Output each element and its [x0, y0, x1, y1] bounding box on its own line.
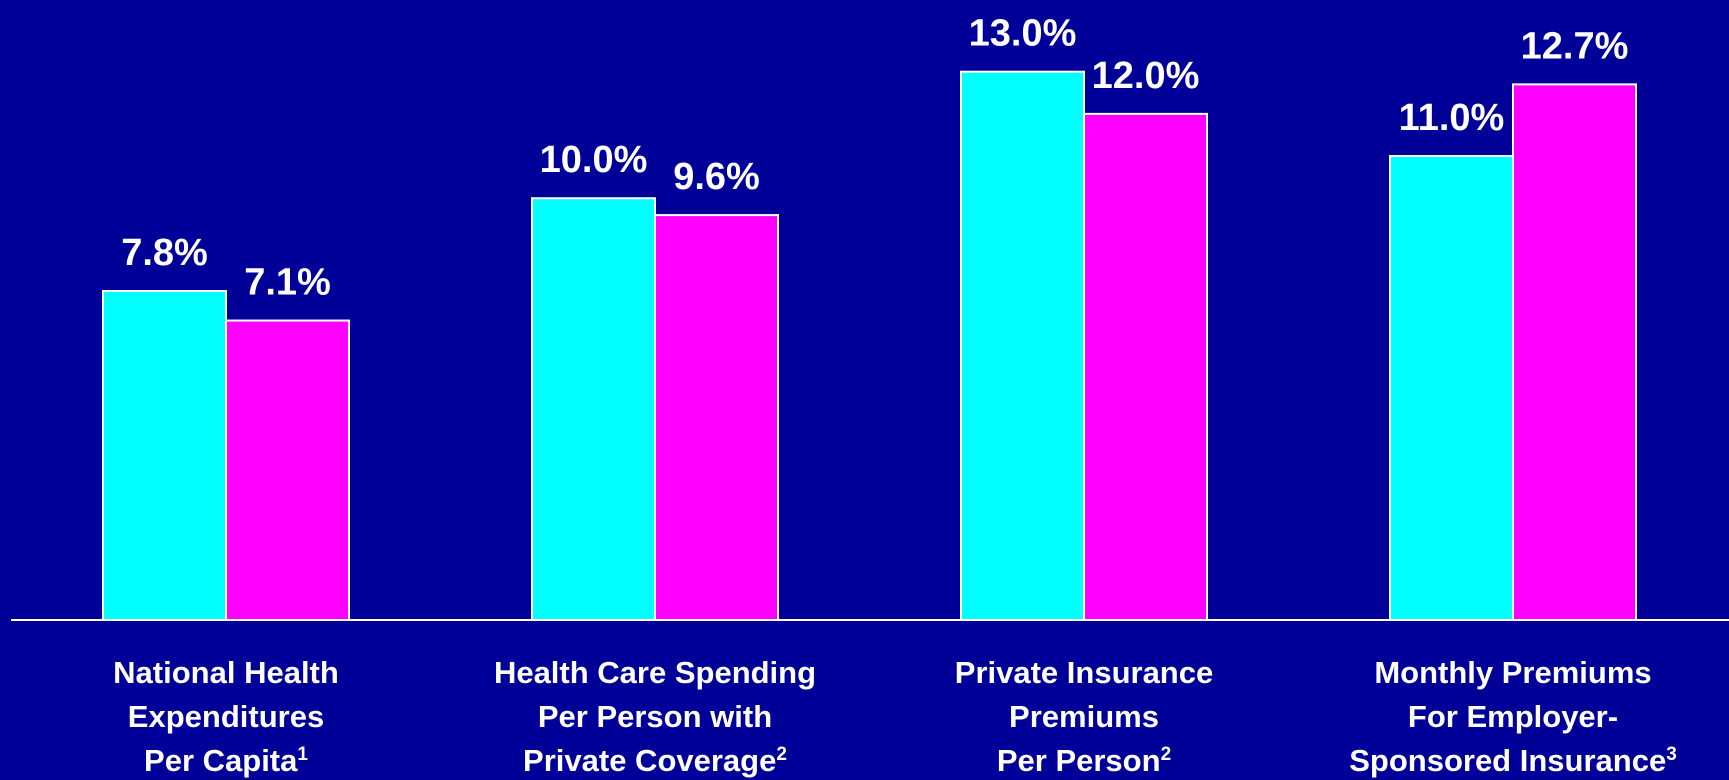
label-line: Expenditures	[128, 699, 324, 734]
x-tick-label: Private Insurance Premiums Per Person2	[955, 655, 1213, 778]
value-label: 12.0%	[1092, 55, 1200, 97]
label-line: Sponsored Insurance	[1349, 743, 1666, 778]
x-tick-label: Monthly Premiums For Employer- Sponsored I…	[1349, 655, 1677, 778]
value-label: 7.1%	[244, 262, 331, 304]
label-line: For Employer-	[1408, 699, 1618, 734]
label-line: Private Insurance	[955, 655, 1213, 690]
x-tick-label: National Health Expenditures Per Capita1	[113, 655, 339, 778]
value-label: 9.6%	[673, 156, 760, 198]
label-line: Premiums	[1009, 699, 1159, 734]
label-line: Health Care Spending	[494, 655, 816, 690]
bar	[531, 197, 656, 621]
bar	[1512, 83, 1637, 621]
value-label: 7.8%	[121, 232, 208, 274]
label-line: Per Capita	[144, 743, 298, 778]
value-label: 10.0%	[540, 139, 648, 181]
label-line: National Health	[113, 655, 339, 690]
footnote-mark: 2	[1161, 744, 1172, 765]
bar	[1389, 155, 1514, 622]
label-line: Per Person with	[538, 699, 772, 734]
x-tick-label: Health Care Spending Per Person with Priva…	[494, 655, 816, 778]
footnote-mark: 3	[1666, 744, 1677, 765]
label-line: Per Person	[997, 743, 1161, 778]
bar	[102, 290, 227, 621]
value-label: 11.0%	[1399, 97, 1505, 139]
value-label: 13.0%	[969, 13, 1077, 55]
bar	[1083, 112, 1208, 621]
footnote-mark: 2	[776, 744, 787, 765]
label-line: Private Coverage	[523, 743, 776, 778]
value-label: 12.7%	[1521, 25, 1629, 67]
bar	[225, 319, 350, 621]
label-line: Monthly Premiums	[1374, 655, 1651, 690]
bar	[960, 70, 1085, 621]
bar	[654, 214, 779, 621]
footnote-mark: 1	[297, 744, 308, 765]
